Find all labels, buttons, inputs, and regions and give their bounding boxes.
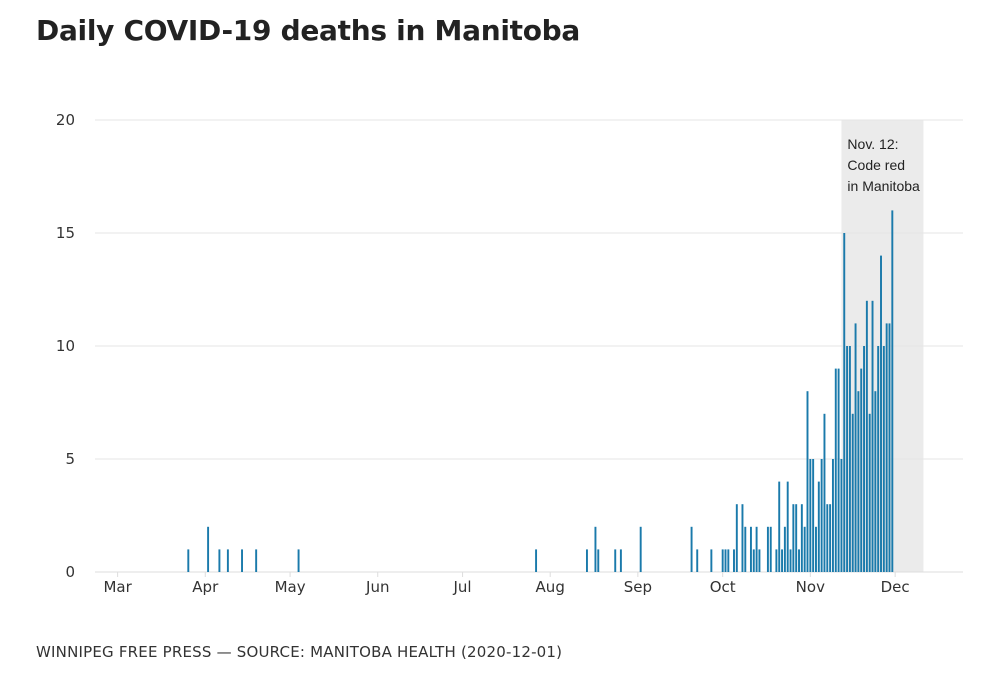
x-tick-label: Dec xyxy=(881,578,910,596)
bar xyxy=(792,504,795,572)
bar xyxy=(207,526,210,572)
x-tick-label: Nov xyxy=(796,578,825,596)
bar xyxy=(619,549,622,572)
bar xyxy=(885,323,888,572)
y-tick-label: 0 xyxy=(65,563,75,581)
bar xyxy=(840,459,843,572)
bar xyxy=(823,413,826,572)
bar xyxy=(829,504,832,572)
bar xyxy=(846,346,849,572)
bar xyxy=(735,504,738,572)
bar xyxy=(690,526,693,572)
bar xyxy=(857,391,860,572)
bar xyxy=(795,504,798,572)
bar xyxy=(778,481,781,572)
bar xyxy=(877,346,880,572)
source-footer: WINNIPEG FREE PRESS — SOURCE: MANITOBA H… xyxy=(36,643,563,661)
bar xyxy=(789,549,792,572)
bar xyxy=(775,549,778,572)
bar xyxy=(882,346,885,572)
annotation-text-line: in Manitoba xyxy=(847,178,920,194)
x-tick-label: Oct xyxy=(710,578,736,596)
bar xyxy=(614,549,617,572)
bar xyxy=(727,549,730,572)
bar xyxy=(826,504,829,572)
x-tick-label: Mar xyxy=(103,578,132,596)
bar xyxy=(800,504,803,572)
bar xyxy=(597,549,600,572)
bar xyxy=(594,526,597,572)
bar xyxy=(218,549,221,572)
x-tick-label: Sep xyxy=(624,578,652,596)
x-tick-label: May xyxy=(275,578,306,596)
bar xyxy=(766,526,769,572)
y-tick-label: 10 xyxy=(56,337,75,355)
bar xyxy=(724,549,727,572)
bar xyxy=(744,526,747,572)
bar xyxy=(837,368,840,572)
y-tick-label: 15 xyxy=(56,224,75,242)
bar xyxy=(710,549,713,572)
x-tick-label: Jul xyxy=(453,578,472,596)
bar xyxy=(891,210,894,572)
bar xyxy=(888,323,891,572)
bar xyxy=(187,549,190,572)
bar xyxy=(741,504,744,572)
bar xyxy=(848,346,851,572)
bar xyxy=(535,549,538,572)
bar xyxy=(880,255,882,572)
x-tick-label: Jun xyxy=(365,578,389,596)
bar xyxy=(749,526,752,572)
annotation-text-line: Code red xyxy=(847,157,905,173)
bar xyxy=(871,300,874,572)
bar xyxy=(786,481,789,572)
bar xyxy=(297,549,300,572)
x-tick-label: Aug xyxy=(536,578,565,596)
bar xyxy=(865,300,868,572)
bar xyxy=(868,413,871,572)
bar xyxy=(831,459,834,572)
y-tick-label: 20 xyxy=(56,111,75,129)
bar xyxy=(769,526,772,572)
bar xyxy=(798,549,800,572)
bar xyxy=(834,368,837,572)
bar xyxy=(809,459,812,572)
bar xyxy=(696,549,699,572)
bar xyxy=(255,549,258,572)
bar xyxy=(752,549,755,572)
bar xyxy=(863,346,866,572)
bar xyxy=(817,481,820,572)
x-tick-label: Apr xyxy=(192,578,219,596)
bar xyxy=(851,413,854,572)
bar xyxy=(820,459,823,572)
y-tick-label: 5 xyxy=(65,450,75,468)
bar xyxy=(806,391,809,572)
annotation-text-line: Nov. 12: xyxy=(847,136,898,152)
bar xyxy=(226,549,229,572)
bar xyxy=(781,549,784,572)
bar xyxy=(874,391,877,572)
bar xyxy=(721,549,724,572)
bar xyxy=(241,549,243,572)
bar xyxy=(758,549,761,572)
bar xyxy=(755,526,758,572)
bar xyxy=(812,459,815,572)
bar xyxy=(843,233,846,572)
bar xyxy=(854,323,857,572)
bar xyxy=(815,526,817,572)
bar xyxy=(803,526,806,572)
bar xyxy=(860,368,863,572)
bar xyxy=(733,549,735,572)
bar xyxy=(783,526,786,572)
bar xyxy=(639,526,642,572)
bar xyxy=(585,549,588,572)
chart-title: Daily COVID-19 deaths in Manitoba xyxy=(36,14,581,47)
